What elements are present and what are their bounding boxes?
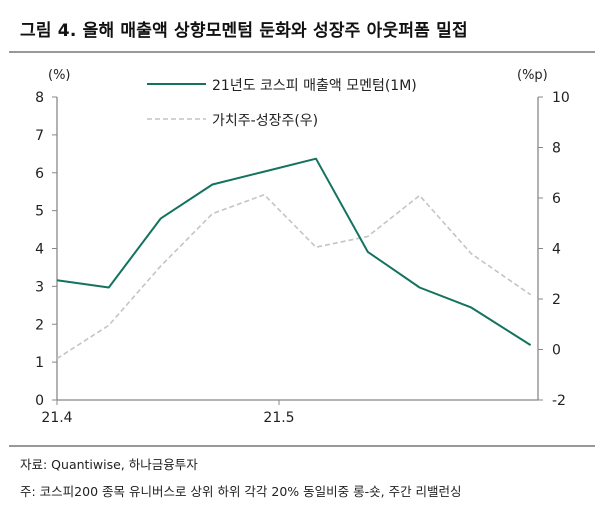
legend-label-value-growth: 가치주-성장주(우)	[212, 113, 318, 129]
right-tick-label: 8	[552, 141, 561, 157]
left-tick-label: 1	[35, 355, 44, 371]
footer-divider	[9, 445, 595, 447]
right-tick-label: 4	[552, 242, 561, 258]
right-tick-label: 10	[552, 90, 570, 106]
right-tick-label: 0	[552, 343, 561, 359]
series-line-momentum	[56, 157, 532, 346]
left-axis-unit: (%)	[48, 68, 71, 83]
right-tick-label: 2	[552, 292, 561, 308]
left-tick-label: 0	[35, 393, 44, 409]
left-tick-label: 7	[35, 128, 44, 144]
left-tick-label: 8	[35, 90, 44, 106]
right-tick-label: 6	[552, 191, 561, 207]
right-tick-label: -2	[552, 393, 566, 409]
footnote: 주: 코스피200 종목 유니버스로 상위 하위 각각 20% 동일비중 롱-숏…	[20, 484, 462, 499]
x-tick-label: 21.5	[263, 410, 294, 426]
left-tick-label: 6	[35, 166, 44, 182]
figure-title: 그림 4. 올해 매출액 상향모멘텀 둔화와 성장주 아웃퍼폼 밀접	[20, 21, 468, 41]
right-axis-unit: (%p)	[517, 68, 548, 83]
x-tick-label: 21.4	[41, 410, 72, 426]
series-line-value-growth	[56, 193, 532, 360]
legend-label-momentum: 21년도 코스피 매출액 모멘텀(1M)	[212, 78, 417, 94]
left-tick-label: 5	[35, 204, 44, 220]
source-note: 자료: Quantiwise, 하나금융투자	[20, 457, 198, 472]
title-divider	[9, 51, 595, 53]
left-tick-label: 2	[35, 317, 44, 333]
left-tick-label: 3	[35, 279, 44, 295]
legend: 21년도 코스피 매출액 모멘텀(1M) 가치주-성장주(우)	[147, 78, 417, 129]
left-tick-label: 4	[35, 242, 44, 258]
line-chart: (%) (%p) 0 1 2 3 4 5 6 7 8 -2 0 2 4 6 8 10 21.4 21.5 21년도…	[35, 68, 570, 426]
